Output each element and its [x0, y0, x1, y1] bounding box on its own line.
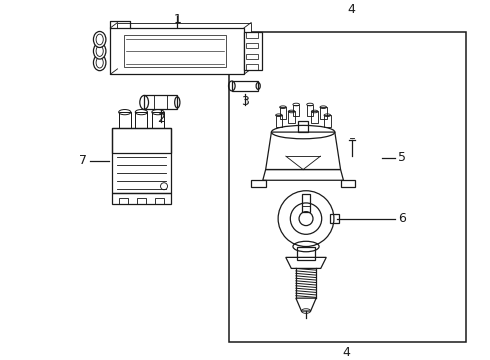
Bar [275, 115, 282, 127]
Bar [324, 115, 331, 127]
Bar [307, 104, 313, 116]
Bar [293, 104, 299, 116]
Bar [246, 32, 258, 38]
Bar [244, 32, 262, 70]
Ellipse shape [94, 31, 106, 48]
Bar [118, 23, 251, 69]
Ellipse shape [94, 43, 106, 59]
Bar [119, 198, 128, 204]
Bar [144, 95, 177, 109]
Bar [288, 112, 295, 123]
Bar [251, 180, 266, 187]
Bar [341, 180, 355, 187]
Bar [119, 112, 131, 128]
Ellipse shape [94, 55, 106, 71]
Bar [311, 112, 318, 123]
Bar [246, 64, 258, 70]
Bar [110, 28, 244, 74]
Text: 4: 4 [343, 346, 351, 359]
Bar [112, 193, 171, 204]
Text: 3: 3 [241, 95, 249, 108]
Bar [298, 121, 308, 132]
Bar [297, 247, 315, 260]
Bar [280, 107, 286, 119]
Text: 1: 1 [173, 13, 181, 26]
Bar [112, 128, 171, 193]
Bar [135, 112, 147, 128]
Text: 4: 4 [347, 3, 355, 15]
Bar [137, 198, 146, 204]
Text: 7: 7 [79, 154, 87, 167]
Bar [232, 81, 258, 91]
Bar [228, 32, 466, 342]
Bar [246, 54, 258, 59]
Text: 5: 5 [398, 151, 406, 164]
Text: 6: 6 [398, 212, 406, 225]
Bar [124, 35, 226, 67]
Bar [155, 198, 164, 204]
Bar [320, 107, 326, 119]
Bar [112, 128, 171, 153]
Text: 2: 2 [157, 112, 165, 125]
Bar [152, 112, 164, 128]
Bar [246, 43, 258, 48]
